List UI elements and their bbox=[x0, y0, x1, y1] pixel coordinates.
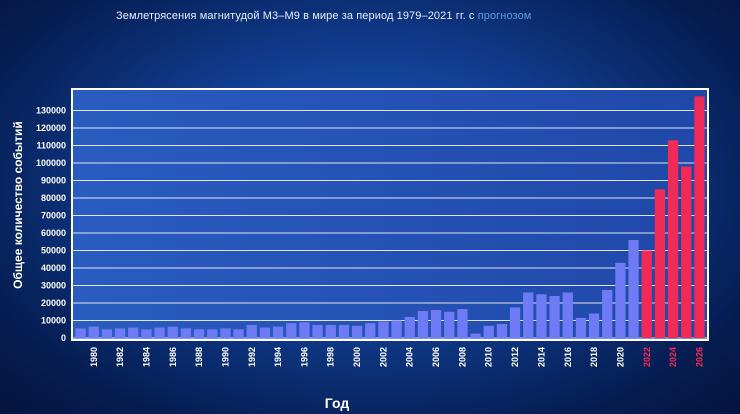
bar bbox=[549, 296, 560, 338]
bar bbox=[141, 329, 152, 339]
x-tick-label: 2006 bbox=[431, 347, 441, 367]
y-tick-label: 120000 bbox=[36, 123, 66, 133]
x-tick-label: 1982 bbox=[115, 347, 125, 367]
bar bbox=[483, 325, 494, 339]
bar bbox=[272, 326, 284, 338]
bars bbox=[75, 96, 705, 339]
bar bbox=[365, 323, 376, 338]
x-tick-label: 1998 bbox=[326, 347, 336, 367]
y-tick-label: 60000 bbox=[41, 228, 66, 238]
x-tick-label: 2000 bbox=[352, 347, 362, 367]
title-highlight: прогнозом bbox=[477, 10, 532, 22]
plot-area bbox=[71, 88, 709, 341]
bar bbox=[325, 324, 336, 338]
bar bbox=[615, 262, 626, 339]
bar bbox=[128, 327, 139, 338]
bar bbox=[88, 326, 99, 338]
gridlines bbox=[72, 110, 708, 339]
x-tick-label: 2018 bbox=[589, 347, 599, 367]
bar bbox=[351, 325, 363, 339]
forecast-bar bbox=[654, 189, 666, 339]
bar bbox=[536, 294, 547, 339]
bar bbox=[233, 329, 244, 339]
forecast-bar bbox=[694, 96, 705, 338]
bar bbox=[588, 313, 600, 338]
x-axis-ticks: 1980 1982 1984 1986 1988 1990 1992 1994 1996 1998… bbox=[89, 347, 705, 367]
x-tick-label: 1990 bbox=[220, 347, 230, 367]
bar bbox=[457, 309, 468, 338]
title-text: Землетрясения магнитудой М3–М9 в мире за… bbox=[116, 10, 475, 22]
bar bbox=[207, 329, 218, 339]
bar bbox=[114, 328, 126, 338]
bar bbox=[154, 327, 165, 338]
bar bbox=[417, 310, 429, 338]
bar bbox=[220, 328, 231, 338]
bar bbox=[180, 328, 192, 338]
y-tick-label: 110000 bbox=[36, 141, 66, 151]
x-tick-label: 1984 bbox=[141, 347, 151, 367]
bar bbox=[509, 307, 521, 338]
x-tick-label: 1980 bbox=[89, 347, 99, 367]
x-tick-label: 2020 bbox=[615, 347, 625, 367]
y-tick-label: 0 bbox=[61, 333, 66, 343]
bar bbox=[246, 324, 257, 338]
forecast-bar bbox=[681, 166, 692, 338]
bar bbox=[286, 323, 297, 338]
forecast-bar bbox=[641, 250, 652, 338]
bar bbox=[378, 321, 389, 338]
x-tick-label: 2012 bbox=[510, 347, 520, 367]
y-tick-label: 20000 bbox=[41, 298, 66, 308]
bar bbox=[444, 311, 455, 339]
bar bbox=[602, 289, 613, 338]
bar bbox=[562, 292, 573, 338]
y-axis-ticks: 0 10000 20000 30000 40000 50000 60000 70000 8000… bbox=[36, 106, 66, 344]
bar bbox=[575, 317, 587, 338]
x-tick-label: 2002 bbox=[378, 347, 388, 367]
y-tick-label: 80000 bbox=[41, 193, 66, 203]
x-tick-label: 1996 bbox=[299, 347, 309, 367]
bar bbox=[628, 240, 639, 338]
bar bbox=[523, 292, 534, 338]
x-axis-label: Год bbox=[325, 395, 350, 411]
bar bbox=[404, 317, 415, 338]
bar bbox=[193, 329, 205, 339]
x-tick-label: 1988 bbox=[194, 347, 204, 367]
y-tick-label: 10000 bbox=[41, 316, 66, 326]
y-tick-label: 100000 bbox=[36, 158, 66, 168]
bar bbox=[430, 310, 442, 338]
x-tick-label: 2022 bbox=[642, 347, 652, 367]
chart-title: Землетрясения магнитудой М3–М9 в мире за… bbox=[116, 10, 531, 22]
bar bbox=[75, 328, 86, 338]
y-tick-label: 50000 bbox=[41, 246, 66, 256]
x-tick-label: 2026 bbox=[694, 347, 704, 367]
x-tick-label: 1994 bbox=[273, 347, 283, 367]
y-axis-label: Общее количество событий bbox=[11, 121, 25, 289]
x-tick-label: 2004 bbox=[405, 347, 415, 367]
bar bbox=[312, 324, 323, 338]
x-tick-label: 2008 bbox=[457, 347, 467, 367]
x-tick-label: 2016 bbox=[563, 347, 573, 367]
y-tick-label: 70000 bbox=[41, 211, 66, 221]
bar bbox=[470, 333, 481, 338]
x-tick-label: 1986 bbox=[168, 347, 178, 367]
bar bbox=[259, 327, 271, 338]
bar bbox=[167, 326, 178, 338]
y-tick-label: 40000 bbox=[41, 263, 66, 273]
bar bbox=[101, 329, 113, 339]
plot-background bbox=[71, 88, 709, 341]
y-tick-label: 130000 bbox=[36, 106, 66, 116]
bar bbox=[391, 320, 402, 338]
y-tick-label: 90000 bbox=[41, 176, 66, 186]
x-tick-label: 1992 bbox=[247, 347, 257, 367]
x-tick-label: 2010 bbox=[484, 347, 494, 367]
bar bbox=[496, 324, 508, 338]
y-tick-label: 30000 bbox=[41, 281, 66, 291]
forecast-bar bbox=[667, 140, 679, 339]
x-tick-label: 2024 bbox=[668, 347, 678, 367]
bar bbox=[299, 322, 310, 339]
bar bbox=[338, 324, 350, 338]
x-tick-label: 2014 bbox=[536, 347, 546, 367]
